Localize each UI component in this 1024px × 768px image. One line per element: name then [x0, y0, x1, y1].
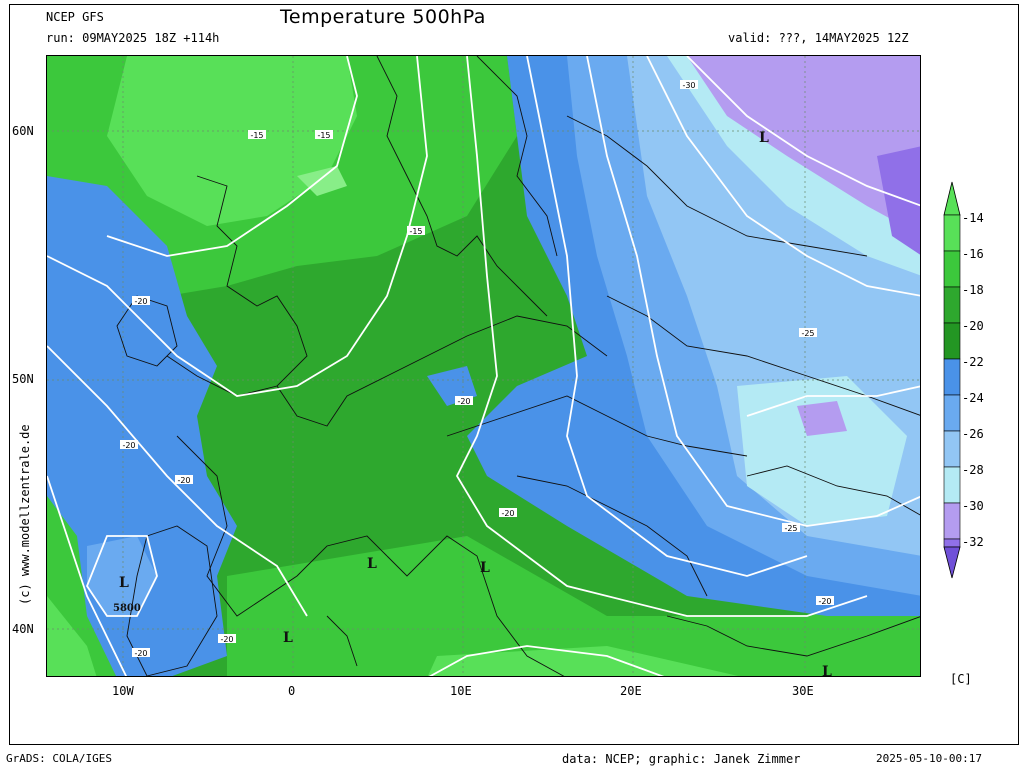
colorbar-label: -20 [962, 319, 984, 333]
contour-label: -20 [457, 397, 470, 406]
timestamp: 2025-05-10-00:17 [876, 752, 982, 765]
colorbar-cell [943, 430, 961, 468]
field-lightgreen-nw [107, 56, 357, 226]
field-lightgreen-south [427, 646, 739, 676]
low-marker: L [367, 556, 377, 572]
field-blue-iberia-core [87, 536, 157, 616]
colorbar-label: -32 [962, 535, 984, 549]
contour-label: -20 [134, 649, 147, 658]
colorbar-cell [943, 286, 961, 324]
data-credit: data: NCEP; graphic: Janek Zimmer [562, 752, 801, 766]
colorbar-cell [943, 214, 961, 252]
field-cyan-se [737, 376, 907, 526]
lon-tick-10e: 10E [450, 684, 472, 698]
low-marker: L [759, 130, 769, 146]
contour-label: -15 [409, 227, 422, 236]
colorbar-bottom-arrow [943, 546, 961, 579]
credit-text: (c) www.modellzentrale.de [18, 424, 32, 605]
colorbar-label: -26 [962, 427, 984, 441]
low-marker: L [119, 575, 129, 591]
lon-tick-30e: 30E [792, 684, 814, 698]
colorbar-cell [943, 394, 961, 432]
contour-label: -20 [177, 476, 190, 485]
map-title: Temperature 500hPa [280, 6, 486, 28]
colorbar-label: -14 [962, 211, 984, 225]
field-purple-se [797, 401, 847, 436]
field-lightgreen-sw [47, 596, 97, 676]
colorbar-cell [943, 466, 961, 504]
colorbar-label: -16 [962, 247, 984, 261]
lon-tick-20e: 20E [620, 684, 642, 698]
colorbar-cell [943, 250, 961, 288]
low-marker: L [480, 560, 490, 576]
contour-label: -15 [317, 131, 330, 140]
field-green-south [227, 536, 920, 676]
lat-tick-40n: 40N [12, 622, 34, 636]
low-markers: L L L L L L [119, 130, 832, 677]
contour-label: -25 [784, 524, 797, 533]
contour-labels: -15 -15 -15 -20 -20 -20 -20 -20 -20 -20 … [120, 80, 834, 658]
field-violet-ne [877, 146, 920, 255]
contour-label: -20 [134, 297, 147, 306]
coastlines [116, 56, 920, 676]
lat-tick-50n: 50N [12, 372, 34, 386]
colorbar-svg [943, 181, 961, 579]
height-label: 5800 [113, 603, 141, 614]
units-label: [C] [950, 672, 972, 686]
model-name: NCEP GFS [46, 10, 104, 24]
contour-label: -20 [220, 635, 233, 644]
colorbar-label: -22 [962, 355, 984, 369]
low-marker: L [283, 630, 293, 646]
grads-credit: GrADS: COLA/IGES [6, 752, 112, 765]
valid-time: valid: ???, 14MAY2025 12Z [728, 31, 909, 45]
contour-label: -20 [818, 597, 831, 606]
contour-label: -30 [682, 81, 695, 90]
colorbar-label: -24 [962, 391, 984, 405]
lat-tick-60n: 60N [12, 124, 34, 138]
colorbar-label: -30 [962, 499, 984, 513]
colorbar-cell [943, 322, 961, 360]
colorbar-cell [943, 358, 961, 396]
low-marker: L [822, 664, 832, 677]
run-info: run: 09MAY2025 18Z +114h [46, 31, 220, 45]
graticule [47, 56, 920, 676]
colorbar: -14 -16 -18 -20 -22 -24 -26 -28 -30 -32 [940, 180, 1020, 580]
isotherms [47, 56, 920, 676]
lon-tick-0: 0 [288, 684, 296, 698]
colorbar-label: -18 [962, 283, 984, 297]
field-purple-ne [687, 56, 920, 235]
map-svg: -15 -15 -15 -20 -20 -20 -20 -20 -20 -20 … [47, 56, 920, 677]
contour-label: -15 [250, 131, 263, 140]
colorbar-label: -28 [962, 463, 984, 477]
contour-label: -25 [801, 329, 814, 338]
colorbar-cell [943, 538, 961, 548]
map-panel: -15 -15 -15 -20 -20 -20 -20 -20 -20 -20 … [46, 55, 921, 677]
colorbar-cell [943, 502, 961, 540]
colorbar-top-arrow [943, 181, 961, 216]
figure-frame [9, 4, 1019, 745]
contour-label: -20 [122, 441, 135, 450]
lon-tick-10w: 10W [112, 684, 134, 698]
contour-label: -20 [501, 509, 514, 518]
